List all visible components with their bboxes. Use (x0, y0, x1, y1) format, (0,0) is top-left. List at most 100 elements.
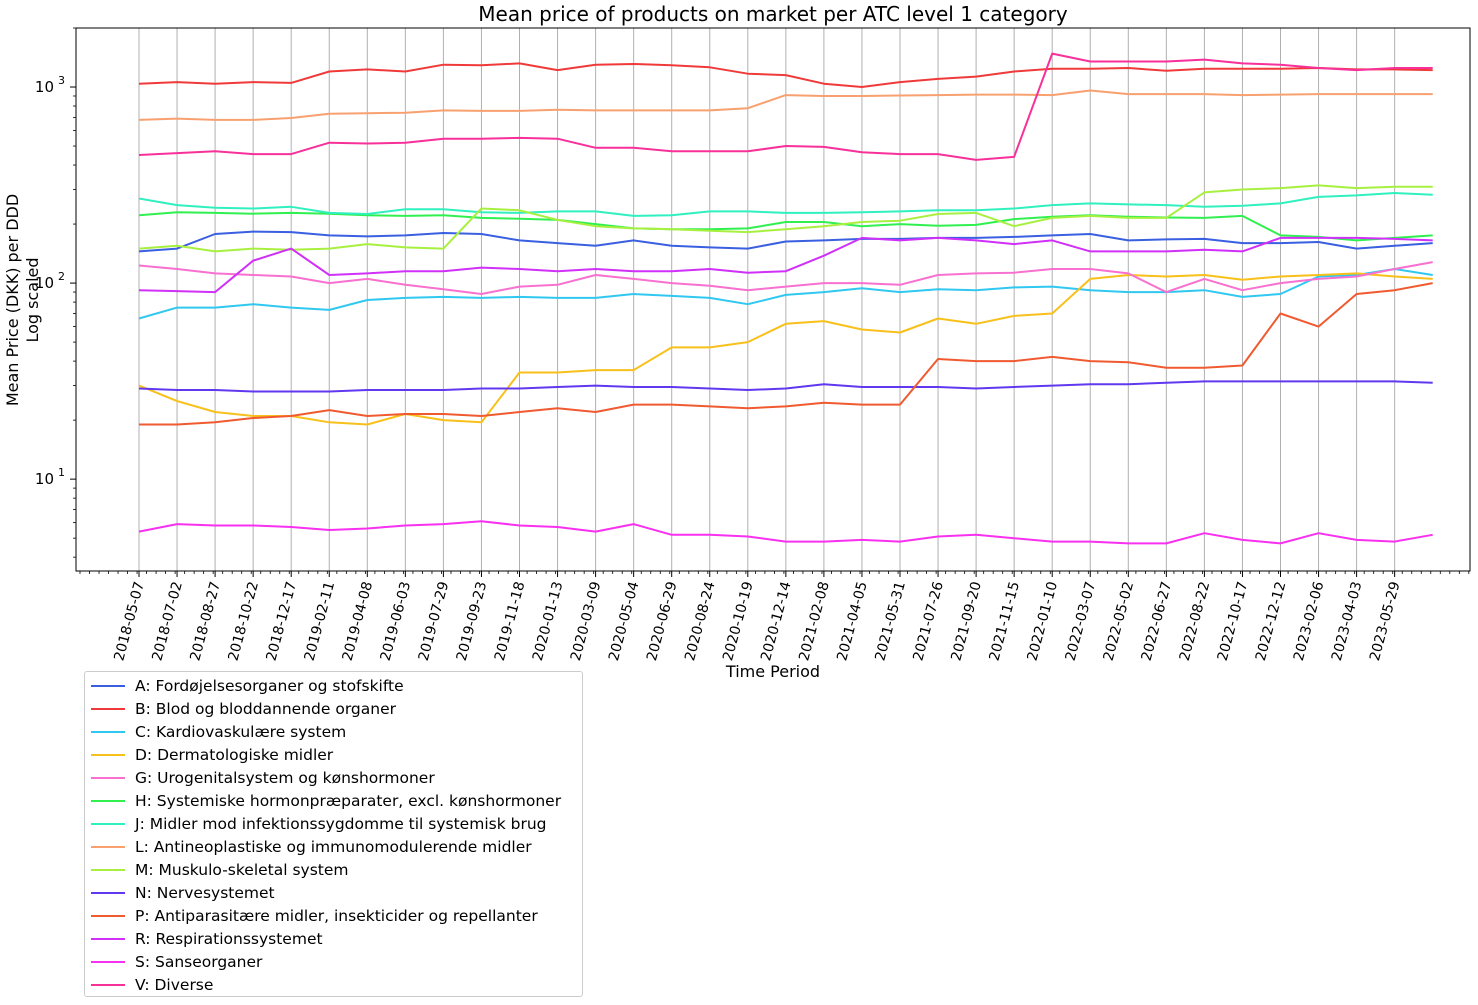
legend-label: G: Urogenitalsystem og kønshormoner (135, 768, 435, 787)
x-tick-label: 2022-01-10 (1025, 580, 1062, 663)
x-tick-label: 2022-12-12 (1253, 580, 1290, 663)
y-tick-label: 10 (35, 274, 54, 292)
y-tick-exponent: 1 (58, 466, 65, 479)
series-line (138, 211, 1433, 242)
legend-label: H: Systemiske hormonpræparater, excl. kø… (135, 791, 562, 810)
series-lines (138, 52, 1433, 545)
x-tick-label: 2019-09-23 (454, 580, 491, 663)
legend-swatch (91, 799, 125, 802)
x-tick-label: 2023-05-29 (1367, 580, 1404, 663)
y-axis-label: Mean Price (DKK) per DDD (3, 194, 22, 406)
legend-label: M: Muskulo-skeletal system (135, 860, 349, 879)
x-tick-label: 2019-07-29 (416, 580, 453, 663)
x-tick-label: 2020-03-09 (568, 580, 605, 663)
legend-label: V: Diverse (135, 975, 214, 994)
series-line (138, 52, 1433, 161)
legend-item: H: Systemiske hormonpræparater, excl. kø… (85, 789, 561, 812)
chart-title: Mean price of products on market per ATC… (478, 2, 1068, 26)
x-tick-label: 2018-12-17 (264, 580, 301, 663)
series-line (138, 520, 1433, 545)
legend-label: C: Kardiovaskulære system (135, 722, 347, 741)
legend-item: G: Urogenitalsystem og kønshormoner (85, 766, 435, 789)
legend-swatch (91, 684, 125, 687)
x-tick-label: 2018-08-27 (187, 580, 224, 663)
legend-item: S: Sanseorganer (85, 950, 262, 973)
x-tick-label: 2022-10-17 (1215, 580, 1252, 663)
series-line (139, 282, 1433, 426)
x-tick-label: 2019-11-18 (492, 580, 529, 663)
series-line (138, 380, 1433, 393)
series-line (138, 192, 1433, 217)
legend-item: M: Muskulo-skeletal system (85, 858, 349, 881)
x-ticks: 2018-05-07 2018-07-02 2018-08-27 2018-10-22… (79, 571, 1470, 663)
legend-swatch (91, 776, 125, 779)
series-line (138, 268, 1433, 320)
y-tick-label: 10 (35, 78, 54, 96)
legend-swatch (91, 707, 125, 710)
series-line (138, 184, 1433, 253)
x-tick-label: 2023-02-06 (1291, 580, 1328, 663)
x-tick-label: 2022-08-22 (1177, 580, 1214, 663)
x-tick-label: 2021-05-31 (872, 580, 909, 663)
x-tick-label: 2019-02-11 (302, 580, 339, 663)
x-tick-label: 2018-07-02 (149, 580, 186, 663)
series-line (138, 272, 1433, 426)
legend-label: P: Antiparasitære midler, insekticider o… (135, 906, 538, 925)
x-tick-label: 2021-09-20 (948, 580, 985, 663)
x-tick-label: 2022-05-02 (1101, 580, 1138, 663)
legend-label: A: Fordøjelsesorganer og stofskifte (135, 676, 404, 695)
legend-item: P: Antiparasitære midler, insekticider o… (85, 904, 538, 927)
legend-swatch (91, 983, 125, 986)
legend-item: C: Kardiovaskulære system (85, 720, 346, 743)
x-tick-label: 2021-02-08 (796, 580, 833, 663)
x-tick-label: 2020-08-24 (682, 580, 719, 663)
legend-label: R: Respirationssystemet (135, 929, 323, 948)
legend-swatch (91, 753, 125, 756)
y-tick-exponent: 3 (58, 74, 65, 87)
y-axis-label-scale: Log scaled (23, 257, 42, 342)
series-line (138, 236, 1433, 294)
legend-swatch (91, 960, 125, 963)
y-tick-label: 10 (35, 470, 54, 488)
grid-lines (138, 28, 1396, 571)
x-tick-label: 2019-04-08 (340, 580, 377, 663)
x-tick-label: 2022-06-27 (1139, 580, 1176, 663)
legend-swatch (91, 891, 125, 894)
legend-label: D: Dermatologiske midler (135, 745, 334, 764)
legend-item: D: Dermatologiske midler (85, 743, 333, 766)
y-tick-exponent: 2 (58, 270, 65, 283)
legend-item: R: Respirationssystemet (85, 927, 323, 950)
legend-item: N: Nervesystemet (85, 881, 275, 904)
legend-label: L: Antineoplastiske og immunomodulerende… (135, 837, 532, 856)
legend-swatch (91, 868, 125, 871)
x-axis-label: Time Period (725, 662, 820, 681)
x-tick-label: 2020-05-04 (606, 580, 643, 663)
x-tick-label: 2021-07-26 (910, 580, 947, 663)
legend-swatch (91, 937, 125, 940)
x-tick-label: 2021-11-15 (986, 580, 1023, 663)
series-line (138, 89, 1433, 121)
legend-label: S: Sanseorganer (135, 952, 263, 971)
x-tick-label: 2019-06-03 (378, 580, 415, 663)
series-line (138, 62, 1433, 88)
x-tick-label: 2018-10-22 (225, 580, 262, 663)
legend-item: V: Diverse (85, 973, 213, 996)
legend-item: J: Midler mod infektionssygdomme til sys… (85, 812, 546, 835)
legend-swatch (91, 730, 125, 733)
legend-label: N: Nervesystemet (135, 883, 275, 902)
legend-label: B: Blod og bloddannende organer (135, 699, 396, 718)
x-tick-label: 2018-05-07 (111, 580, 148, 663)
legend-label: J: Midler mod infektionssygdomme til sys… (135, 814, 547, 833)
legend: A: Fordøjelsesorganer og stofskifte B: Bl… (84, 671, 583, 997)
x-tick-label: 2021-04-05 (834, 580, 871, 663)
legend-item: L: Antineoplastiske og immunomodulerende… (85, 835, 532, 858)
x-tick-label: 2020-12-14 (758, 580, 795, 663)
x-tick-label: 2020-01-13 (530, 580, 567, 663)
x-tick-label: 2023-04-03 (1329, 580, 1366, 663)
plot-frame (75, 27, 1471, 572)
series-line (138, 230, 1433, 253)
series-line (138, 261, 1433, 295)
x-tick-label: 2020-06-29 (644, 580, 681, 663)
legend-item: B: Blod og bloddannende organer (85, 697, 396, 720)
